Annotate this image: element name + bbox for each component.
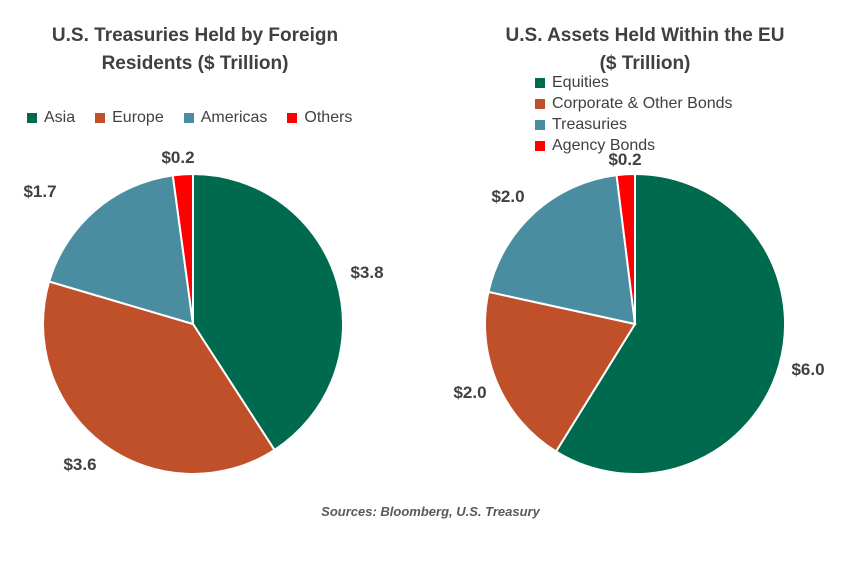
- chart1-legend-label: Europe: [112, 109, 164, 126]
- chart2-legend-label: Corporate & Other Bonds: [552, 95, 733, 112]
- chart2-legend-swatch: [535, 99, 545, 109]
- chart2-legend-item: Corporate & Other Bonds: [535, 94, 733, 114]
- chart2-data-label: $2.0: [491, 187, 524, 206]
- chart1-slice-others: [171, 172, 194, 325]
- chart2-legend-label: Agency Bonds: [552, 137, 656, 154]
- chart2-legend-label: Equities: [552, 74, 609, 91]
- chart2-slice-corporate-other-bonds: [484, 290, 637, 453]
- chart1-legend-swatch: [95, 113, 106, 123]
- chart1-legend-label: Americas: [200, 109, 268, 126]
- chart2-legend: Equities Corporate & Other Bonds Treasur…: [535, 73, 733, 157]
- chart1-legend-swatch: [27, 113, 37, 123]
- chart1-legend-item: Asia: [27, 109, 75, 127]
- chart1-data-label: $3.6: [63, 455, 96, 474]
- chart2-title-line2: ($ Trillion): [599, 53, 691, 74]
- chart1-data-label: $1.7: [23, 182, 56, 201]
- chart1-slice-americas: [47, 174, 195, 326]
- chart1-data-label: $0.2: [161, 148, 194, 167]
- chart1-legend-item: Others: [287, 109, 352, 127]
- chart2-legend-item: Equities: [535, 73, 733, 93]
- chart2-legend-item: Treasuries: [535, 115, 733, 135]
- chart1-legend-swatch: [183, 113, 194, 123]
- chart2-legend-swatch: [535, 141, 545, 151]
- chart1-title-line2: Residents ($ Trillion): [101, 53, 289, 74]
- chart1-title: U.S. Treasuries Held by Foreign Resident…: [10, 22, 380, 78]
- chart1-legend-item: Europe: [95, 109, 164, 127]
- chart1-legend-swatch: [287, 113, 298, 123]
- chart1-data-label: $3.8: [350, 263, 383, 282]
- chart2-slice-treasuries: [487, 174, 637, 326]
- chart2-legend-label: Treasuries: [552, 116, 627, 133]
- chart2-title-line1: U.S. Assets Held Within the EU: [505, 25, 785, 46]
- chart1-slice-europe: [42, 280, 276, 475]
- chart2-title: U.S. Assets Held Within the EU ($ Trilli…: [450, 22, 840, 78]
- chart1-legend-label: Asia: [44, 109, 76, 126]
- chart2-data-label: $6.0: [791, 360, 824, 379]
- chart2-slice-equities: [554, 172, 786, 475]
- chart1-legend: Asia Europe Americas Others: [27, 109, 372, 127]
- chart1-title-line1: U.S. Treasuries Held by Foreign: [51, 25, 339, 46]
- chart2-data-label: $0.2: [608, 150, 641, 169]
- chart2-legend-swatch: [535, 78, 545, 88]
- chart2-slice-agency-bonds: [615, 172, 636, 325]
- source-note: Sources: Bloomberg, U.S. Treasury: [321, 504, 540, 519]
- chart1-legend-label: Others: [304, 109, 353, 126]
- chart2-legend-swatch: [535, 120, 545, 130]
- chart1-legend-item: Americas: [183, 109, 268, 127]
- chart2-data-label: $2.0: [453, 383, 486, 402]
- chart2-legend-item: Agency Bonds: [535, 136, 733, 156]
